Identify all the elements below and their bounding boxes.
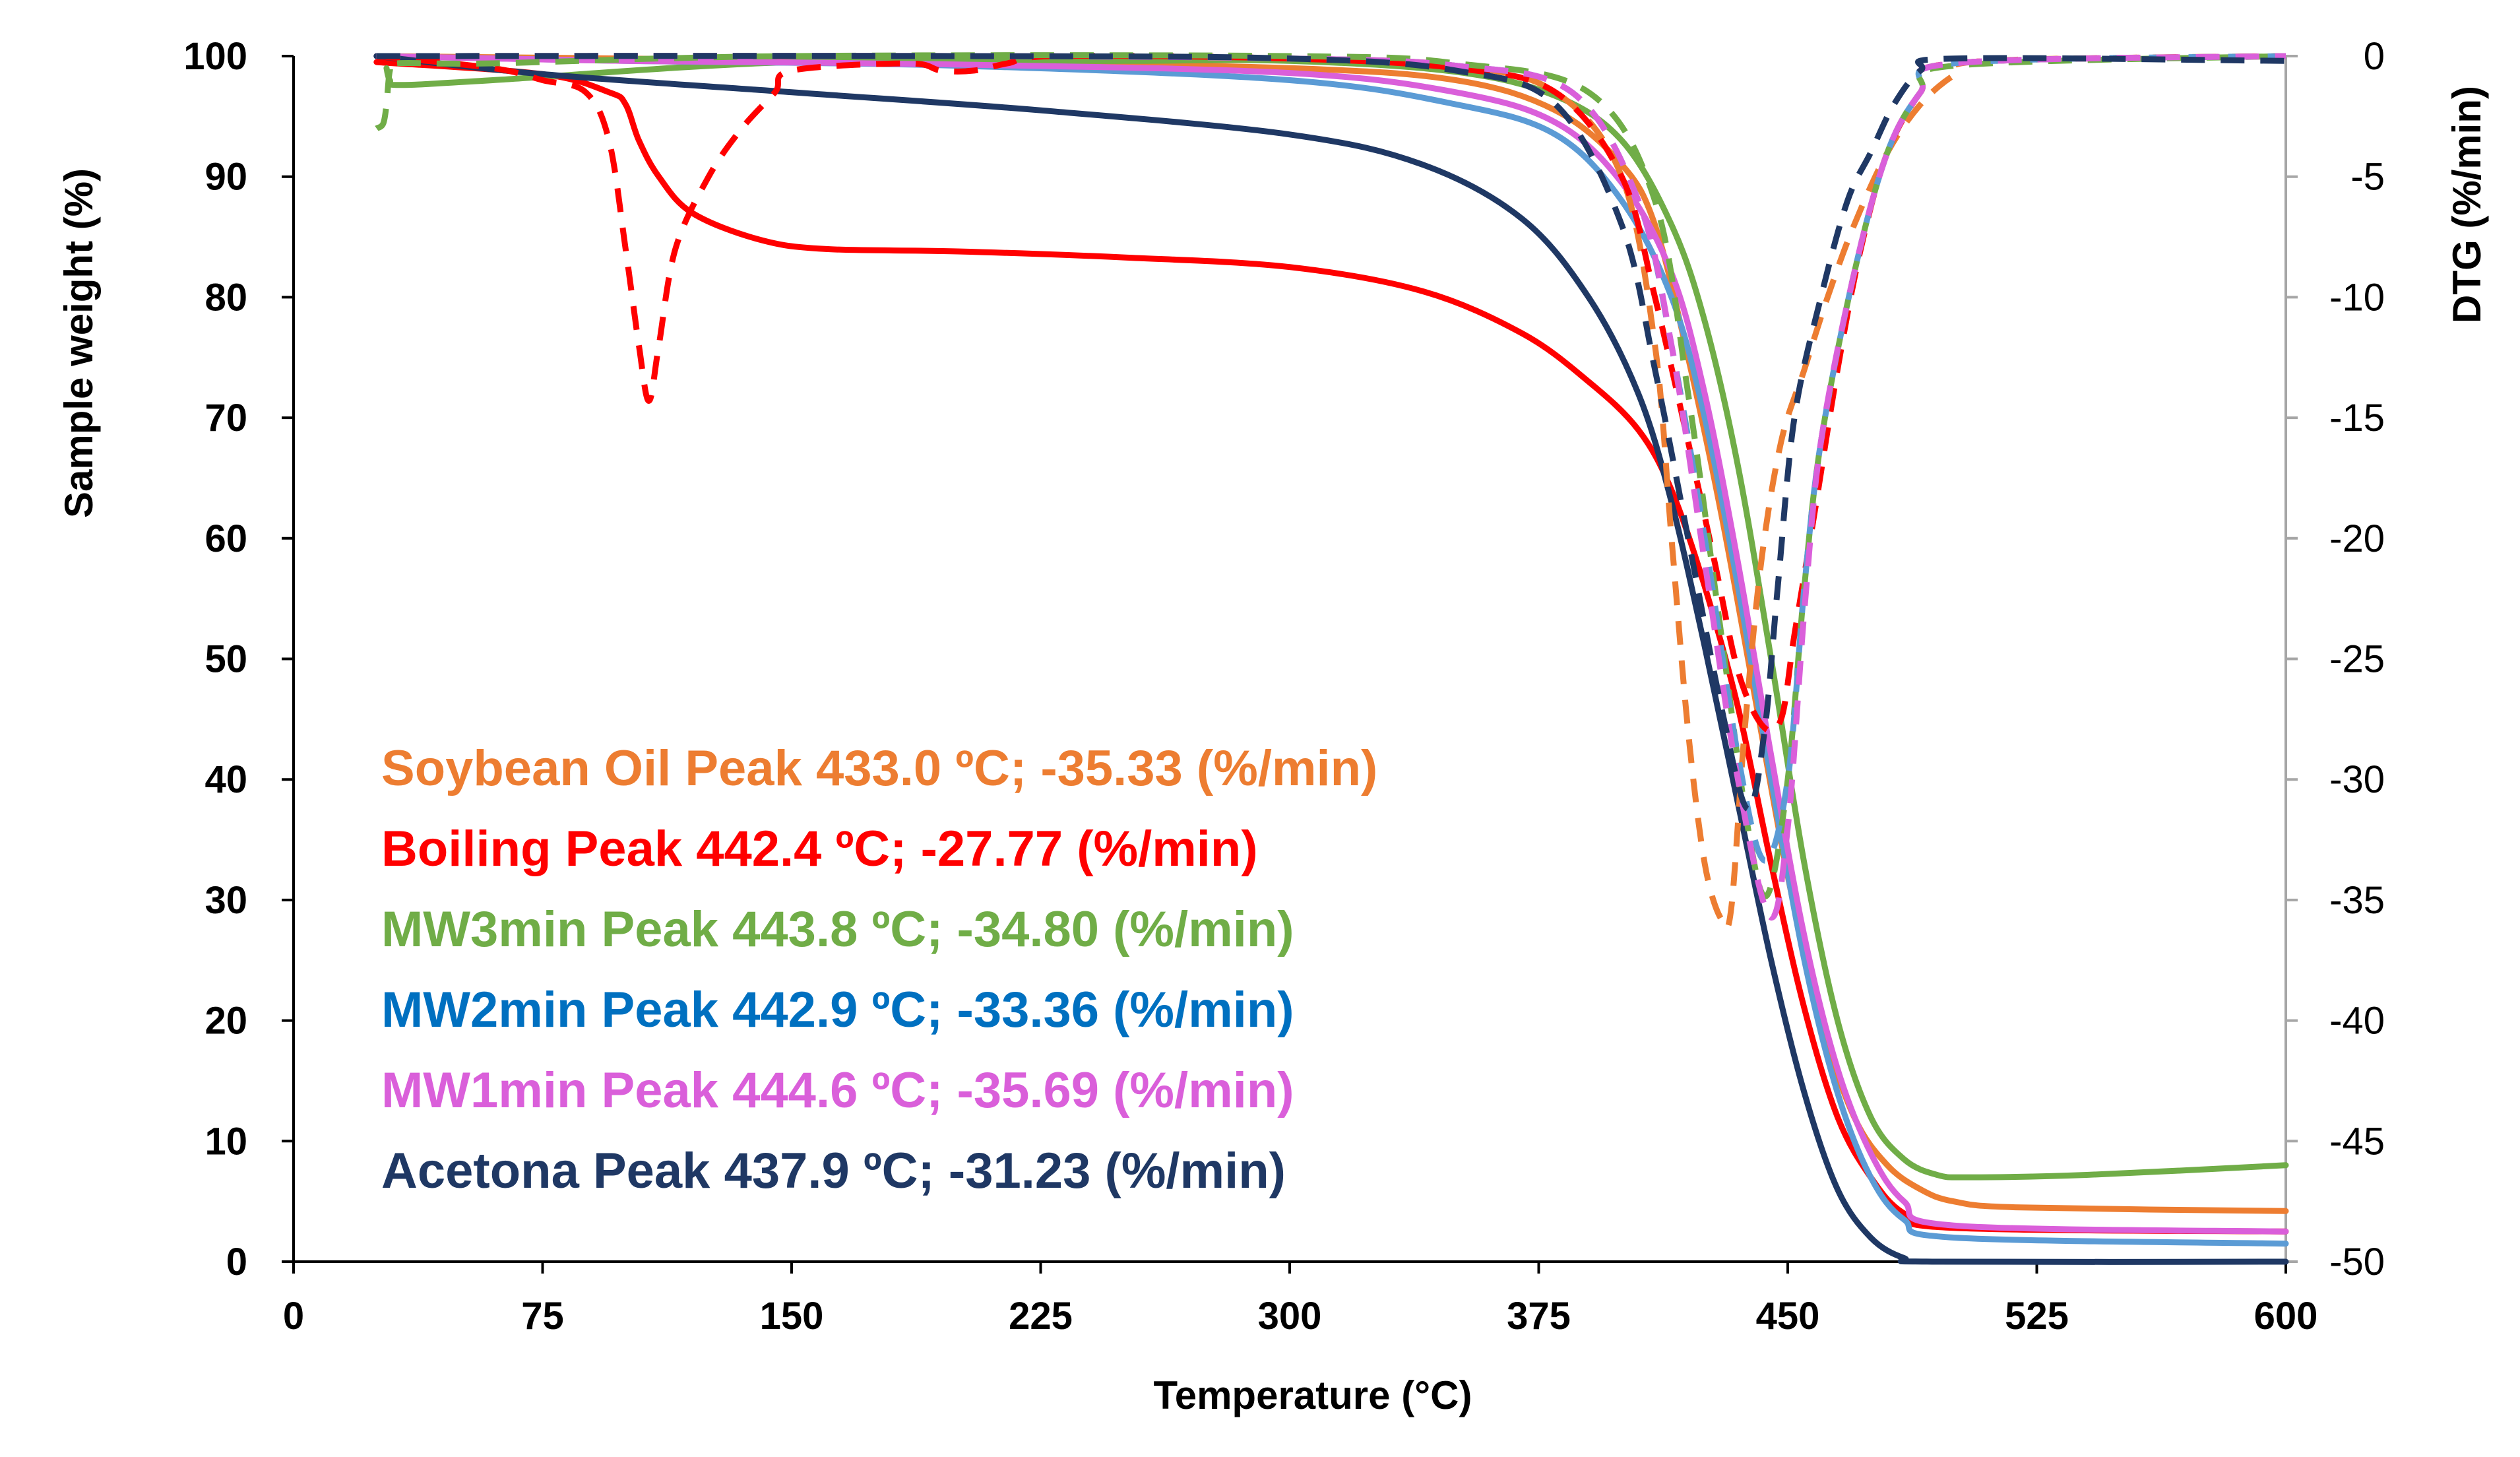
right-y-tick-label: -40 [2329,1000,2385,1043]
left-y-tick-label: 0 [226,1241,247,1283]
left-y-tick-label: 70 [205,397,247,439]
left-y-tick-label: 80 [205,276,247,319]
right-y-tick-label: -15 [2329,397,2385,439]
x-tick-label: 375 [1507,1295,1571,1338]
x-tick-label: 300 [1258,1295,1322,1338]
left-y-axis-title: Sample weight (%) [57,168,101,518]
right-y-tick-label: -35 [2329,879,2385,922]
series-layer [373,52,2289,1265]
left-y-tick-label: 60 [205,517,247,560]
right-y-axis-title: DTG (%/min) [2445,86,2489,323]
left-y-axis-ticks: 0 10 20 30 40 50 60 70 80 90 100 [183,35,294,1283]
legend-entry-boiling: Boiling Peak 442.4 ºC; -27.77 (%/min) [381,821,1258,877]
x-tick-label: 525 [2005,1295,2069,1338]
left-y-tick-label: 40 [205,758,247,801]
right-y-tick-label: -50 [2329,1241,2385,1283]
right-y-tick-label: -10 [2329,276,2385,319]
series-acetona-dtg [376,53,2286,812]
left-y-tick-label: 20 [205,1000,247,1043]
x-tick-label: 150 [760,1295,824,1338]
series-boiling-dtg [376,53,2286,734]
right-y-tick-label: -30 [2329,758,2385,801]
legend-entry-mw1min: MW1min Peak 444.6 ºC; -35.69 (%/min) [381,1062,1294,1118]
x-tick-label: 450 [1756,1295,1820,1338]
right-y-tick-label: -25 [2329,638,2385,681]
series-mw1min-tg [373,53,2289,1235]
right-y-tick-label: -5 [2350,156,2385,199]
x-axis-ticks: 0 75 150 225 300 375 450 525 600 [283,1262,2318,1338]
right-y-tick-label: -45 [2329,1120,2385,1163]
x-axis-title: Temperature (°C) [1154,1373,1472,1417]
left-y-tick-label: 100 [183,35,247,78]
x-tick-label: 75 [521,1295,564,1338]
legend-entry-mw3min: MW3min Peak 443.8 ºC; -34.80 (%/min) [381,901,1294,957]
x-tick-label: 0 [283,1295,304,1338]
left-y-tick-label: 90 [205,156,247,199]
legend-entry-mw2min: MW2min Peak 442.9 ºC; -33.36 (%/min) [381,982,1294,1038]
right-y-tick-label: -20 [2329,517,2385,560]
legend-entry-acetona: Acetona Peak 437.9 ºC; -31.23 (%/min) [381,1143,1286,1199]
left-y-tick-label: 50 [205,638,247,681]
series-acetona-tg [373,53,2289,1265]
series-boiling-tg [373,59,2289,1235]
legend-entry-soybean-oil: Soybean Oil Peak 433.0 ºC; -35.33 (%/min… [381,740,1377,796]
legend: Soybean Oil Peak 433.0 ºC; -35.33 (%/min… [381,740,1377,1199]
left-y-tick-label: 30 [205,879,247,922]
right-y-axis-ticks: 0 -5 -10 -15 -20 -25 -30 -35 -40 -45 -50 [2286,35,2385,1283]
right-y-tick-label: 0 [2364,35,2385,78]
x-tick-label: 600 [2254,1295,2318,1338]
x-tick-label: 225 [1009,1295,1073,1338]
series-mw3min-dtg [375,52,2286,899]
left-y-tick-label: 10 [205,1120,247,1163]
